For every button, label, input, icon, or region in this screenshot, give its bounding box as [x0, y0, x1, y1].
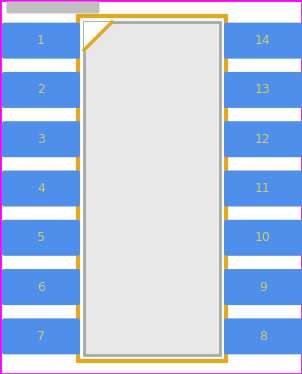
FancyBboxPatch shape [2, 220, 80, 256]
FancyBboxPatch shape [7, 1, 99, 13]
Text: 11: 11 [255, 182, 271, 195]
FancyBboxPatch shape [2, 171, 80, 206]
FancyBboxPatch shape [2, 72, 80, 108]
FancyBboxPatch shape [224, 171, 302, 206]
Polygon shape [84, 22, 112, 50]
FancyBboxPatch shape [2, 23, 80, 59]
FancyBboxPatch shape [224, 121, 302, 157]
Text: 2: 2 [37, 83, 45, 96]
FancyBboxPatch shape [224, 318, 302, 354]
Text: 3: 3 [37, 133, 45, 146]
FancyBboxPatch shape [224, 72, 302, 108]
FancyBboxPatch shape [224, 220, 302, 256]
Text: 1: 1 [37, 34, 45, 47]
Text: 4: 4 [37, 182, 45, 195]
Text: 14: 14 [255, 34, 271, 47]
Text: 8: 8 [259, 330, 267, 343]
FancyBboxPatch shape [2, 269, 80, 305]
Text: 13: 13 [255, 83, 271, 96]
Text: 5: 5 [37, 231, 45, 244]
Text: 12: 12 [255, 133, 271, 146]
Bar [78, 16, 226, 361]
FancyBboxPatch shape [224, 23, 302, 59]
FancyBboxPatch shape [224, 269, 302, 305]
Text: 7: 7 [37, 330, 45, 343]
FancyBboxPatch shape [2, 318, 80, 354]
Text: 9: 9 [259, 280, 267, 294]
FancyBboxPatch shape [2, 121, 80, 157]
Text: 10: 10 [255, 231, 271, 244]
Bar [84, 22, 220, 355]
Text: 6: 6 [37, 280, 45, 294]
